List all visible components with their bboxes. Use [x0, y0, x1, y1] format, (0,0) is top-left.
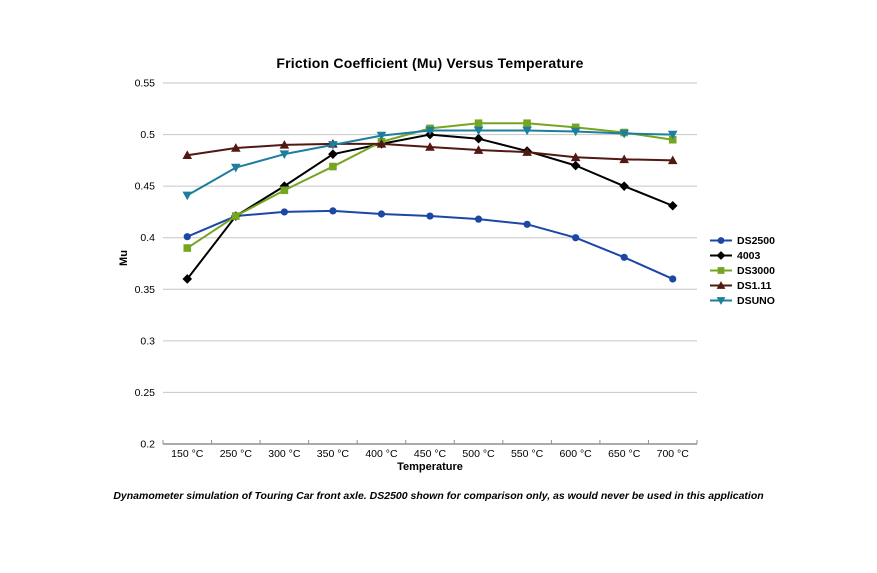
data-point-marker [473, 126, 484, 136]
series-line [186, 209, 674, 280]
series-DS1.11 [182, 139, 678, 165]
series-DSUNO [182, 126, 678, 201]
y-tick-label: 0.3 [140, 335, 155, 347]
data-point-marker [231, 163, 241, 173]
line-chart-plot: 0.55 0.5 0.45 0.4 0.35 0.3 0.25 0.2 150 °C 250 °C… [135, 78, 698, 460]
data-point-marker [523, 119, 531, 128]
x-tick-label: 150 °C [171, 448, 204, 460]
data-point-marker [182, 191, 193, 201]
data-point-marker [523, 220, 531, 228]
data-point-marker [570, 160, 581, 171]
series-4003 [182, 129, 678, 284]
chart-title: Friction Coefficient (Mu) Versus Tempera… [276, 55, 584, 71]
y-tick-label: 0.35 [135, 284, 156, 296]
legend-item-ds111: DS1.11 [710, 279, 775, 292]
y-axis-label: Mu [118, 250, 130, 266]
legend-item-dsuno: DSUNO [710, 294, 775, 307]
data-point-marker [376, 139, 387, 148]
data-point-marker [329, 162, 337, 171]
x-tick-label: 250 °C [220, 448, 253, 460]
data-point-marker [183, 244, 192, 252]
y-tick-label: 0.55 [135, 78, 156, 90]
y-tick-label: 0.45 [135, 181, 156, 193]
data-point-marker [619, 181, 629, 191]
data-point-marker [425, 142, 435, 151]
x-tick-label: 700 °C [657, 448, 690, 460]
x-tick-label: 650 °C [608, 448, 641, 460]
circle-legend-marker-icon [710, 237, 732, 244]
data-point-marker [280, 208, 288, 216]
data-point-marker [182, 274, 193, 284]
x-tick-label: 450 °C [414, 448, 447, 460]
series-line [186, 122, 673, 249]
data-point-marker [473, 133, 484, 144]
triangle-up-legend-marker-icon [710, 281, 732, 289]
y-tick-label: 0.5 [140, 129, 155, 141]
data-point-marker [231, 143, 241, 152]
data-point-marker [669, 275, 677, 283]
legend-item-4003: 4003 [710, 249, 775, 262]
x-axis-label: Temperature [397, 461, 463, 473]
data-point-marker [280, 186, 289, 195]
series-DS2500 [183, 207, 677, 283]
x-tick-label: 550 °C [511, 448, 544, 460]
legend-label: 4003 [737, 249, 761, 262]
y-tick-label: 0.4 [140, 232, 155, 244]
data-point-marker [572, 234, 580, 242]
data-point-marker [232, 212, 240, 220]
legend-item-ds3000: DS3000 [710, 264, 775, 277]
series-line [186, 133, 674, 280]
data-point-marker [619, 154, 629, 164]
x-tick-label: 500 °C [462, 448, 495, 460]
data-point-marker [182, 150, 193, 159]
data-point-marker [183, 233, 191, 241]
data-point-marker [425, 126, 435, 136]
legend-label: DS3000 [737, 264, 775, 277]
legend-label: DS1.11 [737, 279, 772, 292]
square-legend-marker-icon [710, 267, 732, 274]
data-point-marker [328, 149, 338, 159]
data-point-marker [668, 135, 677, 144]
data-point-marker [522, 126, 532, 136]
data-point-marker [279, 140, 290, 149]
data-point-marker [329, 207, 337, 215]
data-point-marker [522, 147, 532, 156]
legend: DS2500 4003 DS3000 DS1.11 DSUNO [710, 234, 775, 307]
data-point-marker [570, 152, 581, 162]
data-point-marker [619, 129, 629, 139]
triangle-down-legend-marker-icon [710, 297, 732, 305]
data-point-marker [426, 212, 434, 220]
data-point-marker [667, 200, 678, 211]
diamond-legend-marker-icon [710, 251, 732, 260]
data-point-marker [620, 253, 628, 261]
data-point-marker [377, 210, 386, 218]
data-point-marker [376, 131, 387, 141]
x-tick-label: 600 °C [560, 448, 593, 460]
y-tick-label: 0.2 [140, 439, 155, 451]
legend-item-ds2500: DS2500 [710, 234, 775, 247]
data-point-marker [667, 130, 678, 140]
data-point-marker [473, 145, 484, 154]
data-point-marker [667, 155, 678, 165]
y-tick-label: 0.25 [135, 387, 156, 399]
legend-label: DSUNO [737, 294, 775, 307]
data-point-marker [570, 127, 581, 137]
chart-caption: Dynamometer simulation of Touring Car fr… [113, 490, 764, 502]
data-point-marker [328, 141, 338, 150]
x-tick-label: 400 °C [365, 448, 398, 460]
data-point-marker [279, 150, 290, 159]
x-tick-label: 300 °C [268, 448, 301, 460]
x-tick-label: 350 °C [317, 448, 350, 460]
legend-label: DS2500 [737, 234, 775, 247]
data-point-marker [474, 119, 483, 128]
data-point-marker [474, 215, 483, 223]
